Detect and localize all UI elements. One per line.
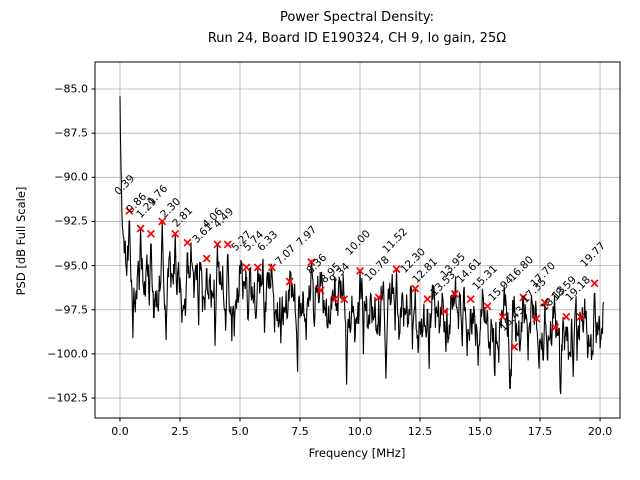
- peak-marker-x-icon: [356, 266, 365, 275]
- x-tick-label: 0.0: [111, 425, 129, 438]
- peak-marker-x-icon: [158, 217, 167, 226]
- peak-marker-x-icon: [540, 298, 549, 307]
- peak-marker-x-icon: [242, 263, 251, 272]
- peak-marker-x-icon: [330, 295, 339, 304]
- y-tick-label: −90.0: [54, 170, 88, 184]
- y-tick-label: −97.5: [54, 303, 88, 317]
- peak-marker-x-icon: [285, 277, 294, 286]
- chart-title: Power Spectral Density: Run 24, Board ID…: [208, 7, 506, 49]
- peak-marker-x-icon: [223, 240, 232, 249]
- y-tick-label: −87.5: [54, 126, 88, 140]
- peak-marker-x-icon: [183, 238, 192, 247]
- y-tick-label: −95.0: [54, 259, 88, 273]
- x-tick-label: 5.0: [231, 425, 249, 438]
- y-tick-label: −92.5: [54, 214, 88, 228]
- chart-title-line2: Run 24, Board ID E190324, CH 9, lo gain,…: [207, 31, 507, 46]
- peak-marker-x-icon: [562, 312, 571, 321]
- y-tick-label: −100.0: [47, 347, 88, 361]
- peak-marker-x-icon: [590, 279, 599, 288]
- peak-marker-x-icon: [267, 263, 276, 272]
- peak-marker-x-icon: [498, 312, 507, 321]
- peak-marker-x-icon: [411, 284, 420, 293]
- peak-marker-x-icon: [551, 323, 560, 332]
- peak-marker-x-icon: [510, 342, 519, 351]
- peak-marker-x-icon: [440, 307, 449, 316]
- x-tick-label: 10.0: [347, 425, 373, 438]
- peak-marker-x-icon: [125, 206, 134, 215]
- y-axis-label: PSD [dB Full Scale]: [14, 186, 28, 296]
- x-tick-label: 2.5: [171, 425, 189, 438]
- peak-marker-x-icon: [307, 258, 316, 267]
- x-tick-label: 17.5: [527, 425, 553, 438]
- peak-marker-x-icon: [519, 293, 528, 302]
- peak-marker-x-icon: [171, 229, 180, 238]
- peak-marker-x-icon: [576, 312, 585, 321]
- x-tick-label: 20.0: [587, 425, 613, 438]
- peak-marker-x-icon: [532, 314, 541, 323]
- peak-marker-x-icon: [340, 295, 349, 304]
- x-tick-label: 7.5: [291, 425, 309, 438]
- x-tick-label: 15.0: [467, 425, 493, 438]
- peak-marker-x-icon: [213, 240, 222, 249]
- x-tick-label: 12.5: [407, 425, 433, 438]
- axes-spines: [94, 61, 621, 419]
- peak-marker-x-icon: [450, 289, 459, 298]
- tick-marks: [91, 88, 601, 422]
- peak-marker-x-icon: [316, 286, 325, 295]
- peak-marker-x-icon: [136, 224, 145, 233]
- peak-marker-x-icon: [423, 295, 432, 304]
- chart-title-line1: Power Spectral Density:: [279, 10, 435, 25]
- peak-marker-x-icon: [253, 263, 262, 272]
- x-axis-label: Frequency [MHz]: [308, 446, 406, 460]
- peak-markers: [125, 206, 599, 351]
- peak-marker-x-icon: [483, 302, 492, 311]
- peak-marker-x-icon: [374, 293, 383, 302]
- peak-marker-x-icon: [202, 254, 211, 263]
- y-tick-label: −102.5: [47, 391, 88, 405]
- peak-marker-x-icon: [146, 229, 155, 238]
- peak-marker-x-icon: [392, 265, 401, 274]
- peak-marker-x-icon: [466, 295, 475, 304]
- y-tick-label: −85.0: [54, 82, 88, 96]
